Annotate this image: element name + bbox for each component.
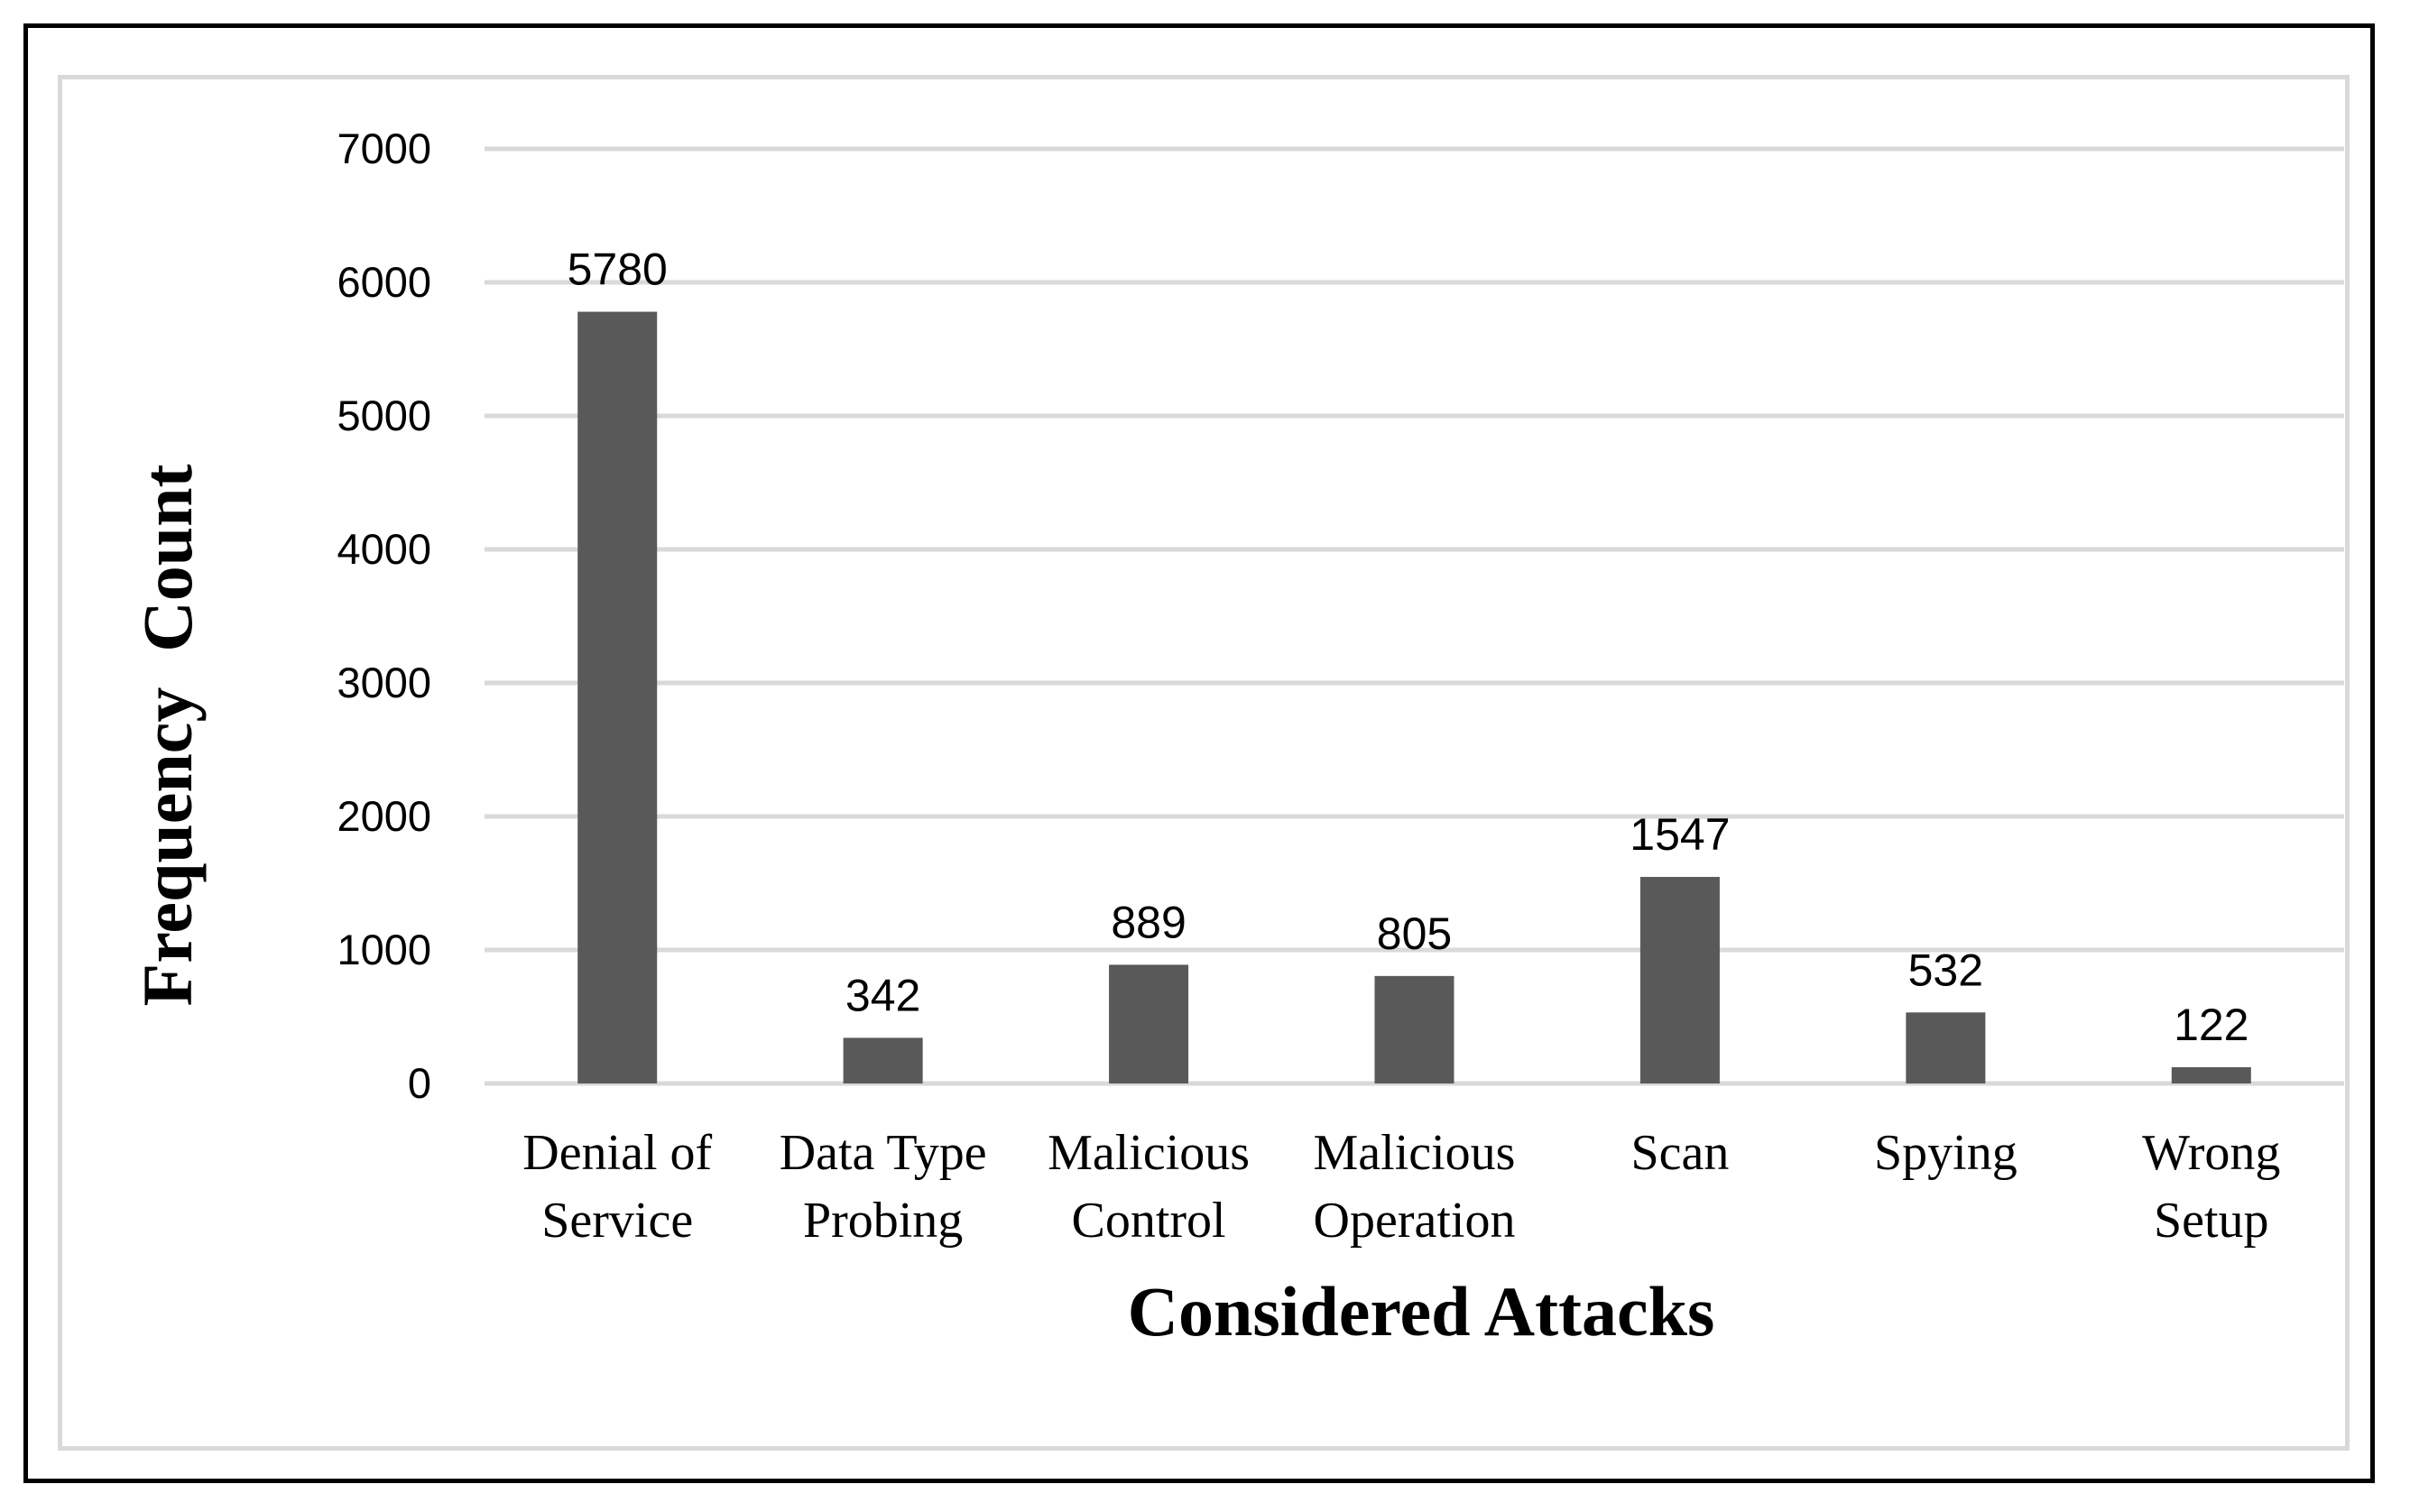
x-axis-title: Considered Attacks (1128, 1272, 1715, 1351)
y-axis-title: Frequency Count (128, 465, 207, 1007)
data-label: 1547 (1630, 809, 1730, 860)
bar (1374, 975, 1454, 1083)
bars (577, 311, 2251, 1083)
x-category-label: Malicious (1314, 1125, 1516, 1181)
x-category-label: Service (541, 1193, 693, 1249)
x-axis-categories: Denial of Service Data Type Probing Maliciou… (522, 1125, 2280, 1249)
x-category-label: Wrong (2142, 1125, 2280, 1181)
y-axis-ticks: 0 1000 2000 3000 4000 5000 6000 7000 (337, 124, 431, 1107)
bar (1906, 1012, 1986, 1083)
data-label: 805 (1377, 908, 1452, 959)
x-category-label: Malicious (1048, 1125, 1250, 1181)
y-tick-label: 0 (408, 1059, 431, 1107)
gridlines (485, 146, 2344, 1086)
y-tick-label: 7000 (337, 124, 431, 172)
y-tick-label: 5000 (337, 392, 431, 439)
bar (2171, 1066, 2251, 1083)
y-tick-label: 4000 (337, 525, 431, 573)
data-label: 122 (2174, 1000, 2248, 1050)
data-labels: 5780 342 889 805 1547 532 122 (568, 244, 2249, 1050)
y-tick-label: 1000 (337, 926, 431, 973)
y-tick-label: 3000 (337, 659, 431, 706)
bar (577, 311, 658, 1083)
bar (843, 1037, 923, 1083)
x-category-label: Scan (1630, 1125, 1729, 1181)
x-category-label: Control (1072, 1193, 1226, 1249)
x-category-label: Setup (2154, 1193, 2269, 1249)
data-label: 532 (1908, 945, 1983, 995)
data-label: 342 (845, 970, 920, 1020)
x-category-label: Data Type (780, 1125, 987, 1181)
y-tick-label: 6000 (337, 258, 431, 306)
data-label: 5780 (568, 244, 668, 295)
x-category-label: Probing (803, 1193, 963, 1249)
data-label: 889 (1111, 897, 1186, 947)
bar (1639, 877, 1720, 1083)
x-category-label: Denial of (522, 1125, 712, 1181)
bar (1109, 964, 1189, 1083)
y-tick-label: 2000 (337, 792, 431, 840)
chart-panel (58, 75, 2350, 1451)
x-category-label: Spying (1874, 1125, 2018, 1181)
x-category-label: Operation (1314, 1193, 1516, 1249)
